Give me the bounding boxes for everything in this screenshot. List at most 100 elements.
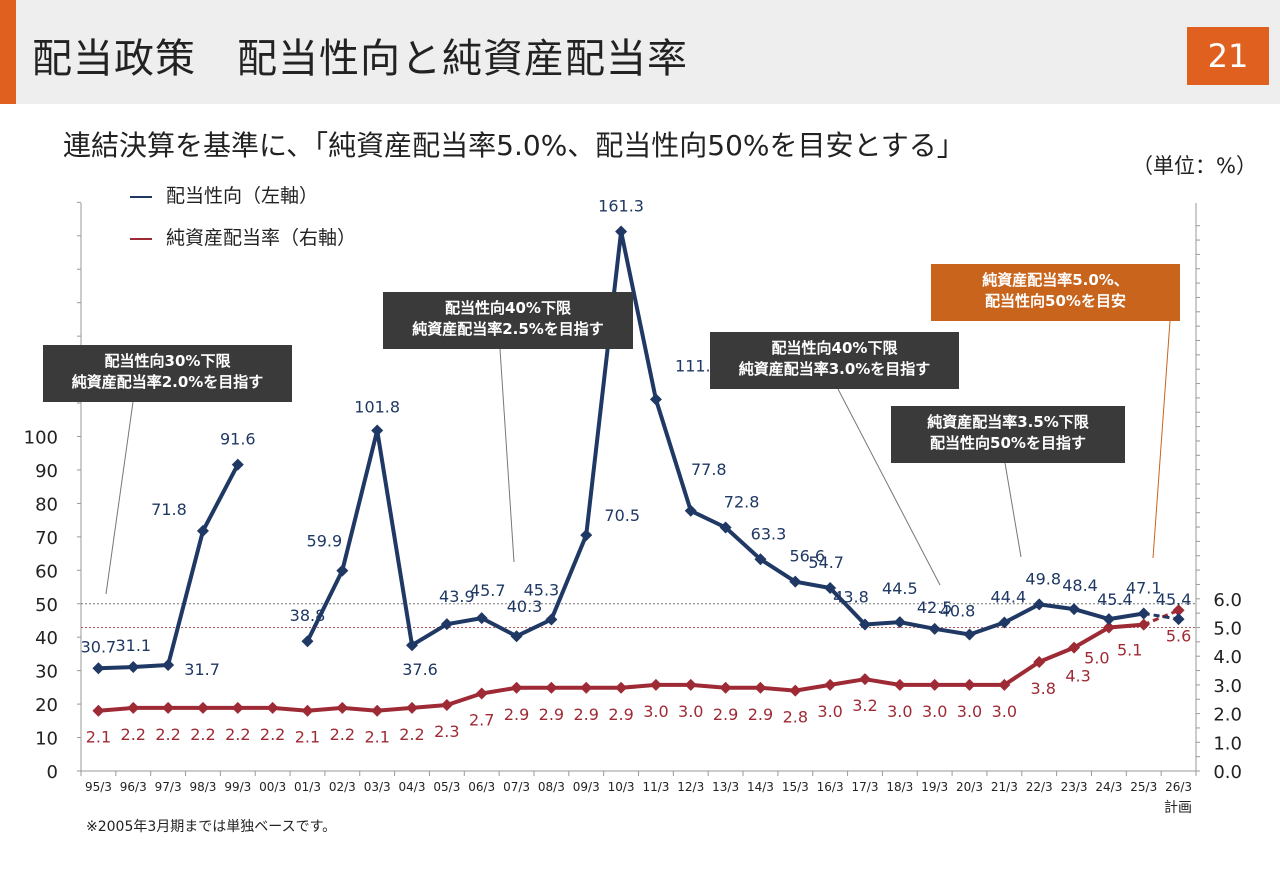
payout-marker (719, 521, 732, 534)
callout-policy-4-line2: 配当性向50%を目指す (930, 434, 1086, 452)
doe-marker (754, 681, 767, 694)
payout-marker (858, 618, 871, 631)
payout-data-label: 43.9 (439, 587, 475, 606)
payout-data-label: 72.8 (724, 492, 760, 511)
payout-data-label: 161.3 (598, 196, 644, 215)
x-tick-label: 08/3 (538, 780, 565, 794)
callout-leader-5 (1152, 320, 1171, 559)
x-tick-label: 17/3 (852, 780, 879, 794)
callout-policy-3-line1: 配当性向40%下限 (771, 339, 898, 357)
payout-data-label: 91.6 (220, 430, 256, 449)
callout-policy-1: 配当性向30%下限 純資産配当率2.0%を目指す (43, 345, 292, 402)
header-bar: 配当政策 配当性向と純資産配当率 (0, 0, 1280, 104)
doe-data-label: 2.9 (574, 705, 599, 724)
legend-payout: 配当性向（左軸） (130, 181, 318, 208)
callout-policy-4: 純資産配当率3.5%下限 配当性向50%を目指す (891, 406, 1125, 463)
doe-marker (789, 684, 802, 697)
x-tick-label: 16/3 (817, 780, 844, 794)
x-tick-label: 07/3 (503, 780, 530, 794)
payout-marker (162, 658, 175, 671)
doe-marker (649, 678, 662, 691)
doe-marker (406, 701, 419, 714)
legend-doe-swatch (130, 237, 152, 240)
doe-marker (231, 701, 244, 714)
x-tick-label: 26/3 (1165, 780, 1192, 794)
payout-marker (475, 612, 488, 625)
subtitle: 連結決算を基準に、「純資産配当率5.0%、配当性向50%を目安とする」 (63, 129, 965, 162)
payout-data-label: 70.5 (604, 506, 640, 525)
doe-data-label: 2.2 (225, 725, 250, 744)
callout-policy-2-line1: 配当性向40%下限 (445, 299, 571, 317)
payout-data-label: 77.8 (691, 460, 727, 479)
x-tick-label: 23/3 (1061, 780, 1088, 794)
x-tick-label: 19/3 (921, 780, 948, 794)
x-tick-label: 15/3 (782, 780, 809, 794)
x-tick-label: 06/3 (468, 780, 495, 794)
doe-marker (440, 698, 453, 711)
x-tick-label: 21/3 (991, 780, 1018, 794)
payout-data-label: 42.5 (917, 598, 953, 617)
payout-data-label: 37.6 (402, 660, 438, 679)
doe-marker (893, 678, 906, 691)
doe-line (98, 622, 1144, 713)
x-tick-label: 04/3 (399, 780, 426, 794)
doe-marker (196, 701, 209, 714)
x-tick-label: 05/3 (433, 780, 460, 794)
doe-data-label: 2.2 (155, 725, 180, 744)
payout-data-label: 63.3 (751, 524, 787, 543)
doe-marker (336, 701, 349, 714)
doe-marker (475, 687, 488, 700)
doe-data-label: 2.1 (86, 728, 111, 747)
payout-marker (196, 524, 209, 537)
doe-marker (580, 681, 593, 694)
callout-leader-1 (105, 401, 134, 595)
doe-data-label: 5.1 (1117, 641, 1142, 660)
y-right-tick-label: 6.0 (1213, 590, 1242, 611)
callout-policy-1-line2: 純資産配当率2.0%を目指す (71, 373, 264, 391)
payout-marker (1102, 613, 1115, 626)
x-tick-label: 11/3 (642, 780, 669, 794)
payout-data-label: 48.4 (1062, 576, 1098, 595)
x-tick-label: 13/3 (712, 780, 739, 794)
doe-marker (1172, 604, 1185, 617)
doe-data-label: 2.2 (330, 725, 355, 744)
doe-data-label: 3.2 (852, 696, 877, 715)
y-left-tick-label: 40 (35, 628, 58, 649)
y-left-tick-label: 80 (35, 494, 58, 515)
payout-marker (1033, 598, 1046, 611)
doe-data-label: 3.0 (922, 702, 947, 721)
doe-data-label: 2.9 (504, 705, 529, 724)
payout-data-label: 38.8 (290, 606, 326, 625)
y-left-tick-label: 30 (35, 662, 58, 683)
payout-data-label: 45.4 (1156, 590, 1192, 609)
header-accent (0, 0, 16, 104)
doe-marker (510, 681, 523, 694)
doe-data-label: 2.2 (399, 725, 424, 744)
doe-marker (858, 673, 871, 686)
x-tick-label: 99/3 (224, 780, 251, 794)
x-tick-label: 20/3 (956, 780, 983, 794)
payout-data-label: 49.8 (1025, 569, 1061, 588)
payout-marker (440, 618, 453, 631)
doe-marker (162, 701, 175, 714)
x-sublabel-plan: 計画 (1164, 800, 1192, 816)
payout-data-label: 40.3 (507, 597, 543, 616)
doe-marker (928, 678, 941, 691)
payout-data-label: 54.7 (808, 553, 844, 572)
doe-data-label: 2.3 (434, 722, 459, 741)
callout-target: 純資産配当率5.0%、 配当性向50%を目安 (931, 264, 1180, 321)
callout-target-line1: 純資産配当率5.0%、 (982, 271, 1129, 289)
callout-leader-4 (1004, 462, 1022, 558)
payout-data-label: 56.6 (789, 547, 825, 566)
y-right-tick-label: 5.0 (1213, 619, 1242, 640)
payout-marker (92, 662, 105, 675)
payout-marker (998, 616, 1011, 629)
doe-data-label: 5.0 (1084, 649, 1109, 668)
doe-data-label: 2.1 (364, 728, 389, 747)
doe-data-label: 3.0 (887, 702, 912, 721)
doe-data-label: 2.9 (748, 705, 773, 724)
x-tick-label: 00/3 (259, 780, 286, 794)
page-number: 21 (1187, 27, 1269, 85)
x-tick-label: 97/3 (155, 780, 182, 794)
